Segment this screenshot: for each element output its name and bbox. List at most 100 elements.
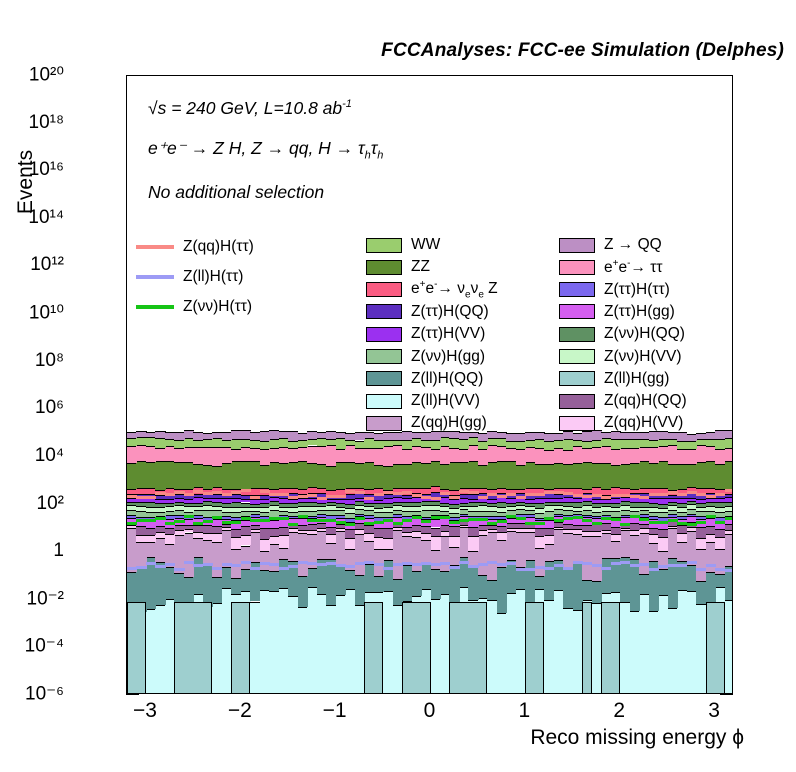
histogram-bin: [127, 524, 138, 528]
histogram-bin: [307, 486, 318, 494]
histogram-bin: [221, 440, 232, 448]
signal-line-segment: [383, 491, 394, 495]
histogram-bin: [677, 590, 688, 693]
signal-line-segment: [155, 517, 166, 521]
legend-item[interactable]: Z(ll)H(gg): [559, 368, 669, 390]
signal-line-segment: [430, 496, 441, 500]
legend-item[interactable]: Z(ττ)H(ττ): [559, 279, 670, 301]
histogram-bin: [515, 588, 526, 693]
histogram-bin: [496, 612, 507, 693]
histogram-bin: [278, 547, 289, 560]
histogram-bin: [677, 507, 688, 513]
histogram-bin: [259, 498, 270, 503]
signal-line-segment: [145, 518, 157, 522]
histogram-bin: [658, 439, 669, 446]
signal-line-segment: [136, 566, 147, 570]
histogram-bin: [591, 493, 602, 495]
signal-line-segment: [658, 521, 669, 525]
legend-item[interactable]: Z(νν)H(VV): [559, 346, 682, 368]
histogram-bin: [648, 503, 659, 508]
legend-item[interactable]: Z(νν)H(ττ): [136, 296, 252, 318]
histogram-bin: [250, 487, 261, 496]
legend-item[interactable]: Z(qq)H(VV): [559, 412, 683, 434]
histogram-bin: [421, 432, 432, 441]
histogram-bin: [231, 578, 242, 594]
histogram-bin: [629, 611, 640, 693]
histogram-bin: [610, 506, 621, 511]
histogram-bin: [278, 587, 289, 693]
signal-line-segment: [250, 495, 261, 499]
signal-line-segment: [364, 521, 375, 525]
histogram-bin: [250, 528, 261, 532]
histogram-bin: [563, 505, 574, 510]
histogram-bin: [468, 493, 479, 495]
histogram-bin: [364, 541, 375, 565]
plot-frame: [126, 75, 733, 694]
histogram-bin: [183, 532, 194, 577]
legend-item[interactable]: ZZ: [366, 256, 430, 278]
legend-color-swatch: [559, 259, 595, 275]
histogram-bin: [288, 493, 299, 495]
legend-item[interactable]: WW: [366, 234, 440, 256]
histogram-bin: [335, 528, 346, 532]
histogram-bin: [335, 438, 346, 450]
y-tick-label: 10²⁰: [28, 64, 64, 86]
histogram-bin: [534, 512, 545, 518]
histogram-bin: [145, 608, 157, 693]
histogram-bin: [307, 587, 318, 693]
histogram-bin: [430, 460, 441, 487]
histogram-bin: [354, 432, 365, 441]
histogram-bin: [572, 502, 583, 508]
legend-item[interactable]: e+e-→ ττ: [559, 256, 663, 278]
legend-item[interactable]: Z(ll)H(ττ): [136, 266, 243, 288]
histogram-bin: [667, 509, 678, 515]
histogram-bin: [221, 527, 232, 531]
histogram-bin: [667, 608, 678, 693]
signal-line-segment: [373, 493, 384, 497]
legend-item[interactable]: Z(qq)H(QQ): [559, 390, 687, 412]
histogram-bin: [383, 548, 394, 560]
legend-item[interactable]: Z(qq)H(gg): [366, 412, 487, 434]
legend-item[interactable]: Z(ll)H(QQ): [366, 368, 483, 390]
signal-line-segment: [240, 517, 251, 521]
signal-line-segment: [136, 519, 147, 523]
signal-line-segment: [696, 567, 707, 571]
legend-item[interactable]: Z(ττ)H(gg): [559, 301, 675, 323]
legend-item[interactable]: Z(qq)H(ττ): [136, 236, 254, 258]
histogram-bin: [212, 487, 223, 494]
legend-item[interactable]: Z(ll)H(VV): [366, 390, 480, 412]
histogram-bin: [515, 492, 526, 494]
histogram-bin: [724, 497, 732, 503]
histogram-bin: [449, 499, 460, 504]
histogram-bin: [515, 502, 526, 505]
legend-item[interactable]: Z(νν)H(QQ): [559, 323, 685, 345]
legend-item[interactable]: Z(ττ)H(QQ): [366, 301, 489, 323]
histogram-bin: [658, 512, 669, 517]
histogram-bin: [449, 490, 460, 496]
histogram-bin: [686, 531, 697, 566]
histogram-bin: [629, 438, 640, 448]
histogram-bin: [458, 515, 470, 521]
signal-line-segment: [667, 491, 678, 495]
legend-item[interactable]: e+e-→ νeνe Z: [366, 279, 498, 301]
histogram-bin: [686, 504, 697, 509]
histogram-bin: [250, 562, 261, 602]
signal-line-segment: [487, 561, 498, 565]
histogram-bin: [145, 507, 157, 512]
legend-label: Z(ll)H(gg): [604, 369, 670, 387]
histogram-bin: [724, 600, 732, 693]
signal-overlay-line: [127, 76, 732, 693]
histogram-bin: [288, 503, 299, 508]
histogram-bin: [288, 511, 299, 516]
legend-item[interactable]: Z(νν)H(gg): [366, 346, 485, 368]
signal-line-segment: [193, 563, 204, 567]
histogram-bin: [667, 514, 678, 517]
histogram-bin: [439, 445, 451, 464]
legend-item[interactable]: Z → QQ: [559, 234, 662, 256]
histogram-bin: [648, 463, 659, 488]
legend-item[interactable]: Z(ττ)H(VV): [366, 323, 485, 345]
histogram-bin: [174, 515, 185, 518]
signal-line-segment: [326, 495, 337, 498]
histogram-bin: [667, 494, 678, 496]
histogram-bin: [715, 488, 726, 494]
